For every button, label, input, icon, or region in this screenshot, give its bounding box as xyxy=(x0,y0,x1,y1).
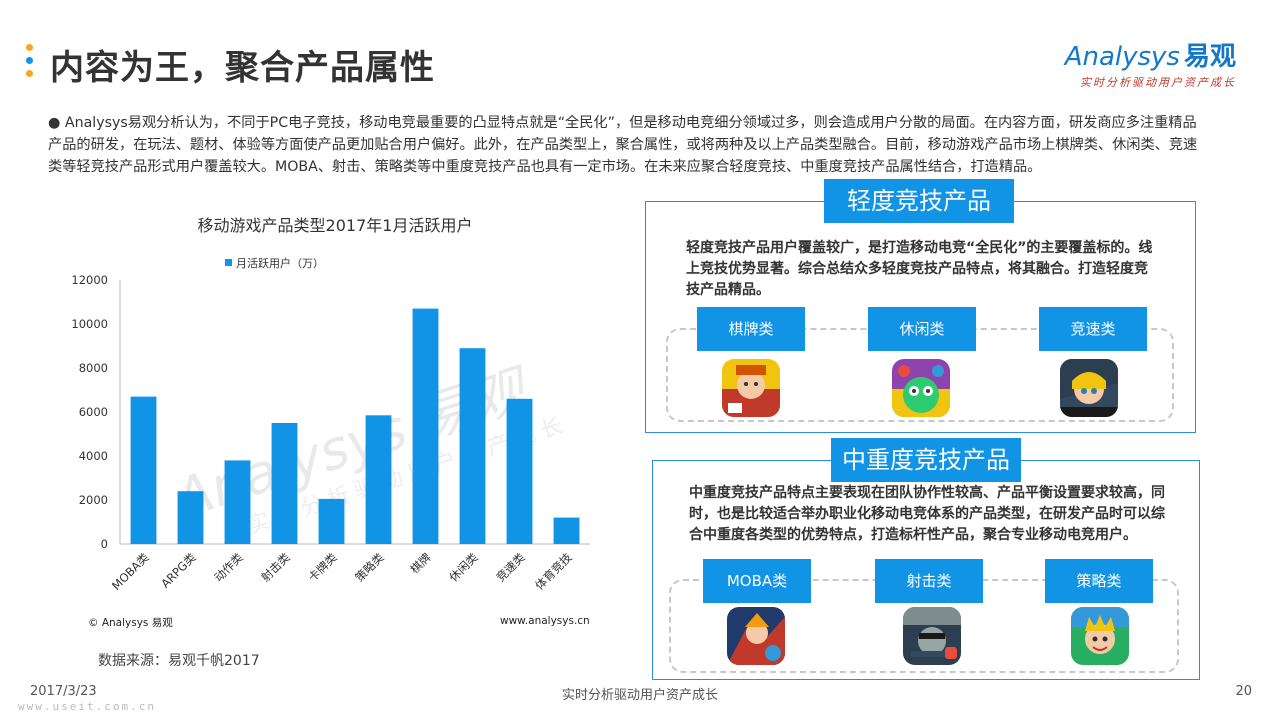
light-competitive-panel: 轻度竞技产品 轻度竞技产品用户覆盖较广，是打造移动电竞“全民化”的主要覆盖标的。… xyxy=(645,179,1196,433)
chart-copyright: © Analysys 易观 xyxy=(88,617,173,629)
bar xyxy=(130,396,157,544)
title-dot xyxy=(26,70,33,77)
y-tick-label: 8000 xyxy=(79,361,108,375)
shooter-game-icon xyxy=(903,607,961,665)
page-number: 20 xyxy=(1235,684,1252,699)
brand-logo: Analysys 易观 实时分析驱动用户资产成长 xyxy=(1065,36,1236,90)
tag-moba: MOBA类 xyxy=(703,559,811,603)
bar xyxy=(506,398,533,544)
heavy-panel-text: 中重度竞技产品特点主要表现在团队协作性较高、产品平衡设置要求较高，同时，也是比较… xyxy=(689,485,1165,543)
y-tick-label: 0 xyxy=(101,537,108,551)
chart-title: 移动游戏产品类型2017年1月活跃用户 xyxy=(198,216,473,235)
bar xyxy=(224,460,251,544)
x-tick-label: 卡牌类 xyxy=(305,550,340,585)
chess-game-icon xyxy=(722,359,780,417)
bar xyxy=(553,517,580,544)
logo-tagline: 实时分析驱动用户资产成长 xyxy=(1080,76,1236,89)
legend-label: 月活跃用户（万） xyxy=(236,256,324,270)
y-tick-label: 2000 xyxy=(79,493,108,507)
footer-tagline: 实时分析驱动用户资产成长 xyxy=(561,688,718,703)
x-tick-label: MOBA类 xyxy=(109,550,152,593)
x-tick-label: 动作类 xyxy=(211,550,246,585)
x-tick-label: 休闲类 xyxy=(446,550,481,585)
light-panel-text: 轻度竞技产品用户覆盖较广，是打造移动电竞“全民化”的主要覆盖标的。线上竞技优势显… xyxy=(686,240,1153,298)
tag-casual: 休闲类 xyxy=(868,307,976,351)
strategy-game-icon xyxy=(1071,607,1129,665)
title-dot xyxy=(26,44,33,51)
y-tick-label: 10000 xyxy=(71,317,108,331)
x-tick-label: 棋牌 xyxy=(407,550,433,576)
heavy-panel-title: 中重度竞技产品 xyxy=(831,438,1021,482)
bar xyxy=(365,415,392,544)
x-tick-label: ARPG类 xyxy=(158,550,199,591)
heavy-competitive-panel: 中重度竞技产品 中重度竞技产品特点主要表现在团队协作性较高、产品平衡设置要求较高… xyxy=(652,438,1200,680)
tag-chess: 棋牌类 xyxy=(697,307,805,351)
title-dots xyxy=(26,44,36,83)
logo-latin: Analysys xyxy=(1064,42,1180,72)
x-tick-label: 射击类 xyxy=(258,550,293,585)
title-dot xyxy=(26,57,33,64)
logo-wordmark: Analysys 易观 xyxy=(1065,36,1236,73)
bar xyxy=(459,348,486,544)
tag-racing: 竞速类 xyxy=(1039,307,1147,351)
bar xyxy=(318,498,345,544)
intro-paragraph: ● Analysys易观分析认为，不同于PC电子竞技，移动电竞最重要的凸显特点就… xyxy=(48,115,1198,175)
chart-site: www.analysys.cn xyxy=(500,615,590,627)
logo-cn: 易观 xyxy=(1183,42,1236,72)
bar xyxy=(177,491,204,544)
footer-date: 2017/3/23 xyxy=(30,684,97,699)
casual-game-icon xyxy=(892,359,950,417)
legend-swatch xyxy=(225,259,232,266)
y-tick-label: 12000 xyxy=(71,273,108,287)
data-source: 数据来源：易观千帆2017 xyxy=(98,653,260,669)
bar xyxy=(271,423,298,544)
light-panel-title: 轻度竞技产品 xyxy=(824,179,1014,223)
x-tick-label: 竞速类 xyxy=(493,550,528,585)
tag-shooter: 射击类 xyxy=(875,559,983,603)
x-tick-label: 体育竞技 xyxy=(532,550,575,593)
y-tick-label: 4000 xyxy=(79,449,108,463)
page-title: 内容为王，聚合产品属性 xyxy=(50,48,435,88)
footer-url: www.useit.com.cn xyxy=(18,700,156,713)
bar-chart: 移动游戏产品类型2017年1月活跃用户 月活跃用户（万） Analysys 易观 实时… xyxy=(70,205,600,635)
racing-game-icon xyxy=(1060,359,1118,417)
bar xyxy=(412,308,439,544)
tag-strategy: 策略类 xyxy=(1045,559,1153,603)
moba-game-icon xyxy=(727,607,785,665)
y-tick-label: 6000 xyxy=(79,405,108,419)
x-tick-label: 策略类 xyxy=(352,550,387,585)
